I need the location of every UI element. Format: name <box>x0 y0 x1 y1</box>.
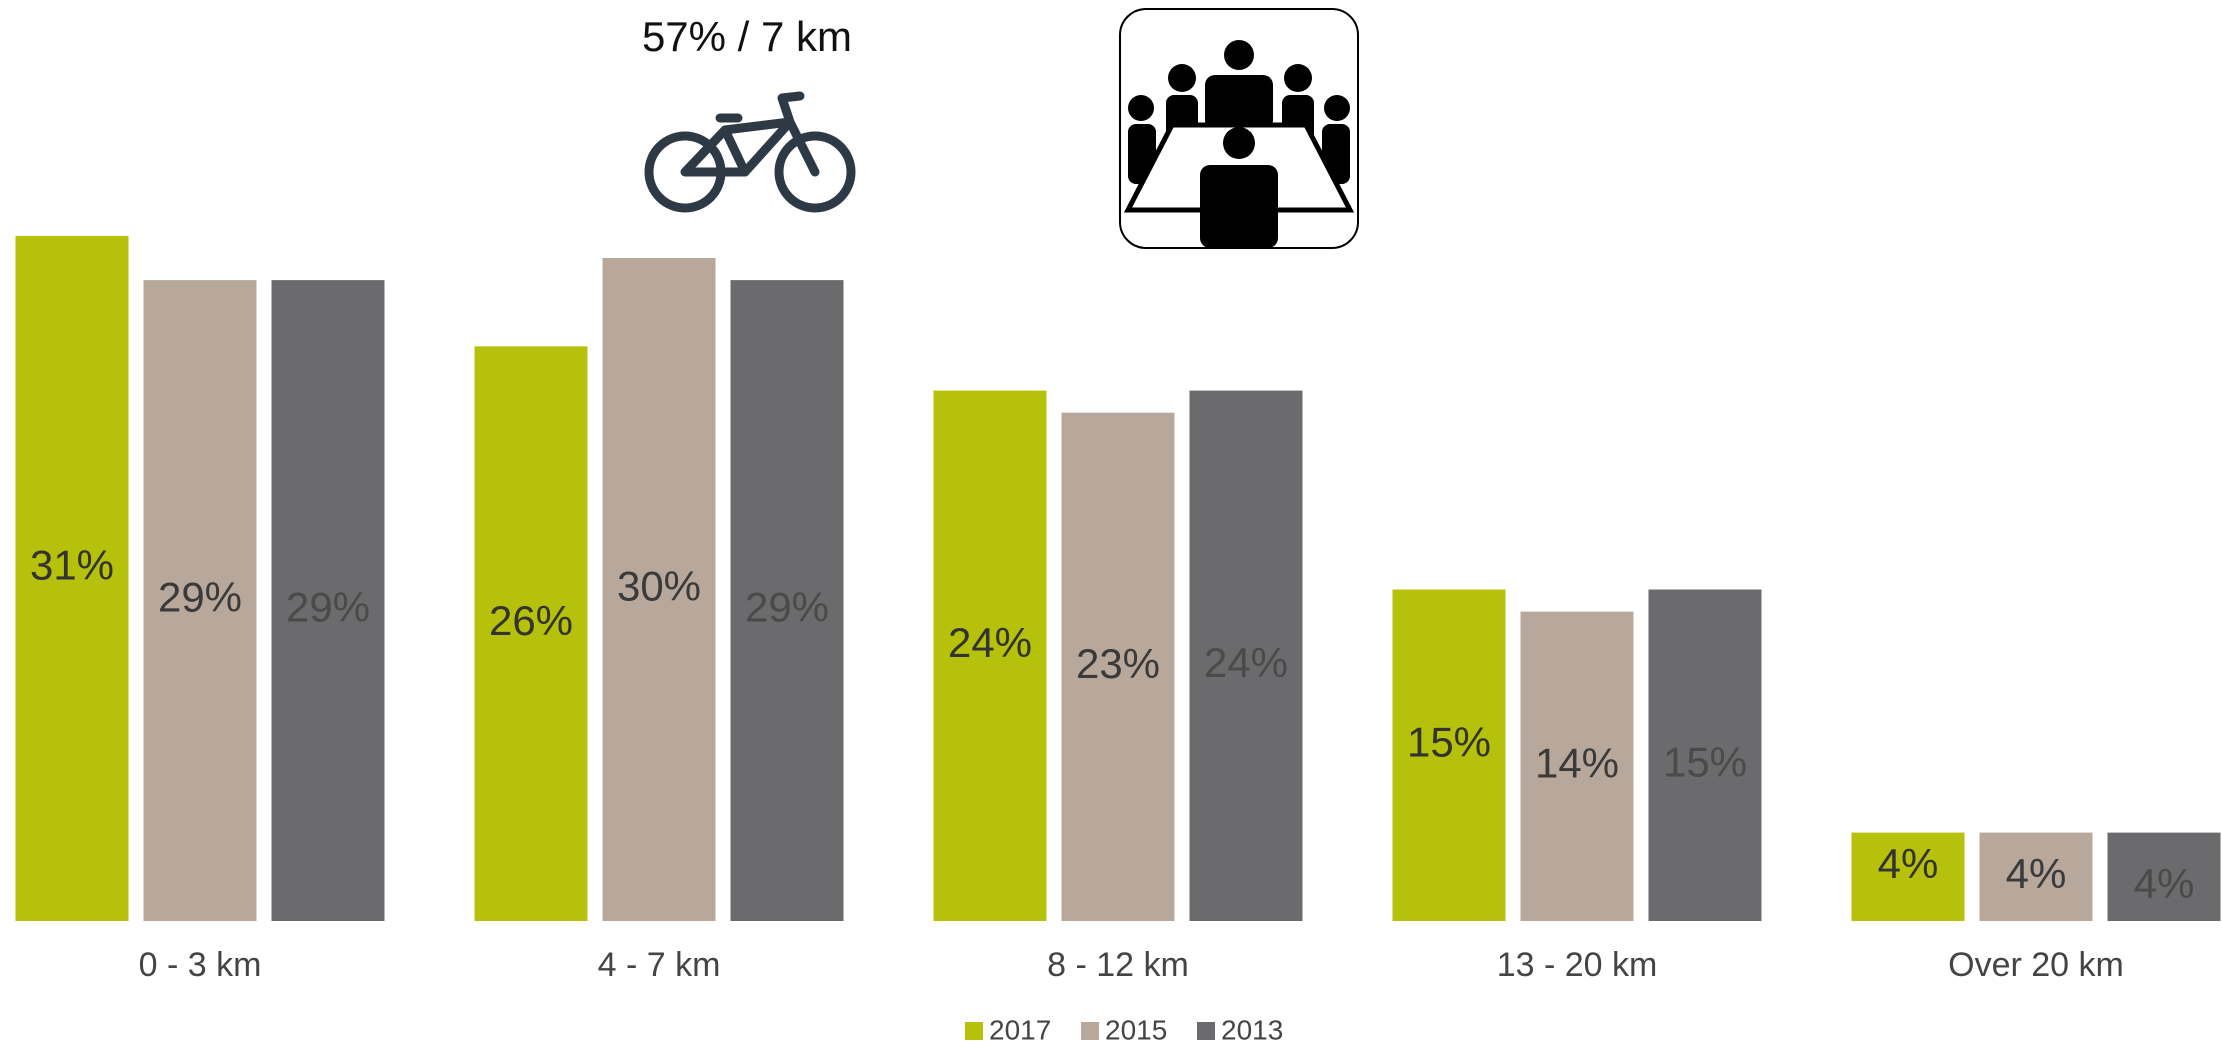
data-label: 4% <box>2134 860 2195 907</box>
data-label: 23% <box>1076 640 1160 687</box>
data-label: 14% <box>1535 739 1619 786</box>
bar <box>15 235 129 921</box>
legend-label: 2013 <box>1221 1014 1283 1045</box>
x-tick-label: Over 20 km <box>1948 946 2124 984</box>
bar <box>1979 832 2093 921</box>
bar <box>1851 832 1965 921</box>
x-tick-label: 4 - 7 km <box>598 946 721 984</box>
data-label: 29% <box>286 584 370 631</box>
data-label: 30% <box>617 563 701 610</box>
legend-swatch <box>965 1022 983 1040</box>
bar <box>1520 611 1634 921</box>
bar <box>474 346 588 921</box>
legend-swatch <box>1081 1022 1099 1040</box>
data-label: 24% <box>948 619 1032 666</box>
data-label: 26% <box>489 597 573 644</box>
data-label: 29% <box>158 574 242 621</box>
bar <box>143 280 257 922</box>
x-tick-label: 8 - 12 km <box>1047 946 1189 984</box>
data-label: 4% <box>2006 850 2067 897</box>
x-tick-label: 0 - 3 km <box>139 946 262 984</box>
legend-label: 2015 <box>1105 1014 1167 1045</box>
x-tick-label: 13 - 20 km <box>1497 946 1658 984</box>
bar <box>602 258 716 921</box>
legend-label: 2017 <box>989 1014 1051 1045</box>
data-label: 15% <box>1407 718 1491 765</box>
bar <box>1189 390 1303 922</box>
bar <box>1061 412 1175 921</box>
annotation: 57% / 7 km <box>642 13 852 60</box>
bar <box>1648 589 1762 921</box>
bike-icon <box>644 91 856 213</box>
data-label: 15% <box>1663 738 1747 785</box>
data-label: 4% <box>1878 840 1939 887</box>
bar <box>1392 589 1506 921</box>
meeting-icon <box>1119 8 1359 249</box>
bar <box>933 390 1047 922</box>
data-label: 29% <box>745 584 829 631</box>
data-label: 24% <box>1204 639 1288 686</box>
bar <box>271 280 385 922</box>
legend-swatch <box>1197 1022 1215 1040</box>
bar <box>2107 832 2221 921</box>
bar <box>730 280 844 922</box>
data-label: 31% <box>30 542 114 589</box>
